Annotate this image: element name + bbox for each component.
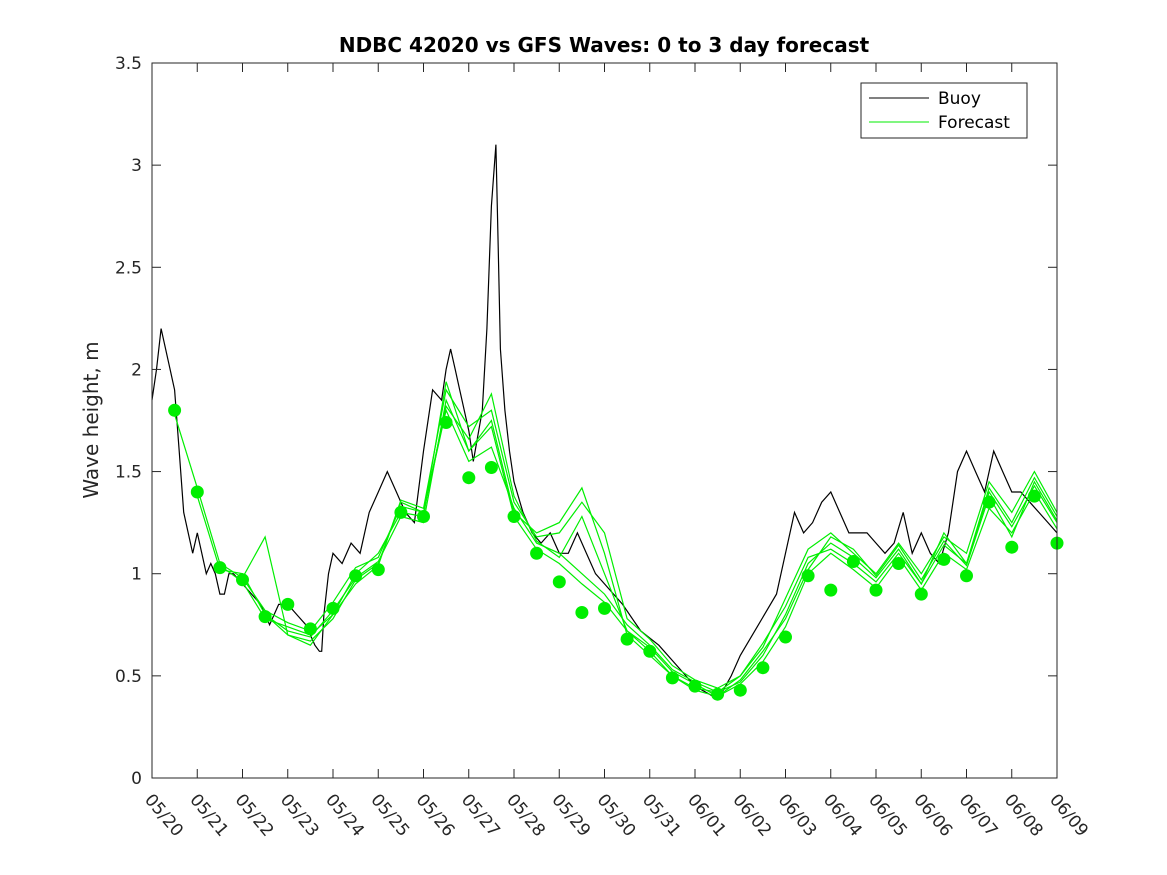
forecast-marker: [779, 630, 792, 644]
series-layer: [151, 144, 1064, 701]
forecast-marker: [190, 485, 204, 499]
forecast-marker: [213, 561, 227, 575]
forecast-marker: [258, 610, 272, 624]
x-tick-label: 05/30: [593, 790, 640, 840]
y-tick-label: 1: [131, 565, 142, 585]
forecast-marker: [462, 471, 476, 485]
x-tick-label: 06/03: [774, 790, 821, 840]
forecast-marker: [892, 557, 906, 570]
legend-forecast-label: Forecast: [938, 113, 1010, 133]
chart-title: NDBC 42020 vs GFS Waves: 0 to 3 day fore…: [339, 33, 870, 57]
x-tick-label: 05/21: [185, 790, 232, 840]
x-tick-label: 05/29: [547, 790, 594, 840]
x-tick-label: 06/01: [683, 790, 730, 840]
forecast-marker: [801, 569, 815, 583]
forecast-marker: [598, 601, 611, 615]
forecast-marker: [711, 687, 725, 701]
x-tick-label: 05/28: [502, 790, 549, 840]
x-tick-label: 06/08: [1000, 790, 1047, 840]
forecast-marker: [1027, 489, 1041, 503]
forecast-marker: [914, 587, 928, 601]
forecast-marker: [982, 495, 996, 509]
legend: Buoy Forecast: [860, 82, 1028, 139]
y-tick-label: 2: [131, 360, 142, 380]
plot-area: [152, 63, 1057, 778]
legend-box: [860, 82, 1028, 139]
x-tick-label: 05/23: [276, 790, 323, 840]
x-tick-label: 05/22: [231, 790, 278, 840]
x-tick-label: 05/26: [412, 790, 459, 840]
x-tick-label: 06/04: [819, 790, 866, 840]
y-tick-label: 1.5: [115, 463, 142, 483]
forecast-marker: [552, 575, 566, 589]
forecast-marker: [1005, 540, 1019, 554]
forecast-marker: [643, 644, 657, 658]
x-tick-label: 06/06: [909, 790, 956, 840]
y-tick-label: 3: [131, 156, 142, 176]
y-tick-label: 3.5: [115, 54, 142, 74]
legend-buoy-label: Buoy: [938, 89, 981, 109]
x-tick-label: 05/27: [457, 790, 504, 840]
x-tick-label: 06/07: [955, 790, 1002, 840]
forecast-marker: [960, 569, 973, 583]
x-tick-label: 06/05: [864, 790, 911, 840]
x-tick-label: 05/20: [140, 790, 187, 840]
forecast-marker: [824, 583, 838, 597]
y-tick-label: 2.5: [115, 258, 142, 278]
forecast-marker: [303, 622, 317, 636]
forecast-marker: [281, 597, 295, 611]
forecast-marker: [846, 555, 860, 568]
forecast-marker: [326, 601, 340, 615]
forecast-marker: [688, 679, 702, 693]
forecast-marker: [756, 661, 770, 675]
y-axis-label: Wave height, m: [79, 341, 103, 498]
y-tick-label: 0: [131, 769, 142, 789]
x-tick-label: 06/02: [728, 790, 775, 840]
forecast-marker: [484, 461, 498, 474]
forecast-marker: [168, 403, 182, 417]
x-tick-label: 06/09: [1045, 790, 1092, 840]
forecast-marker: [575, 606, 589, 619]
forecast-marker: [439, 416, 453, 429]
x-tick-label: 05/31: [638, 790, 685, 840]
forecast-run-line-1: [174, 408, 1058, 693]
forecast-marker: [733, 683, 747, 697]
y-tick-label: 0.5: [115, 667, 142, 687]
x-tick-label: 05/25: [366, 790, 413, 840]
forecast-marker: [665, 671, 679, 685]
forecast-marker: [620, 632, 634, 646]
forecast-marker: [507, 510, 521, 523]
forecast-marker: [530, 546, 544, 560]
forecast-marker: [869, 583, 883, 597]
x-tick-label: 05/24: [321, 790, 368, 840]
forecast-marker: [349, 569, 363, 583]
forecast-marker: [394, 505, 408, 519]
forecast-marker: [236, 573, 249, 587]
forecast-marker: [371, 563, 385, 577]
forecast-marker: [417, 510, 430, 523]
forecast-marker: [937, 552, 951, 566]
